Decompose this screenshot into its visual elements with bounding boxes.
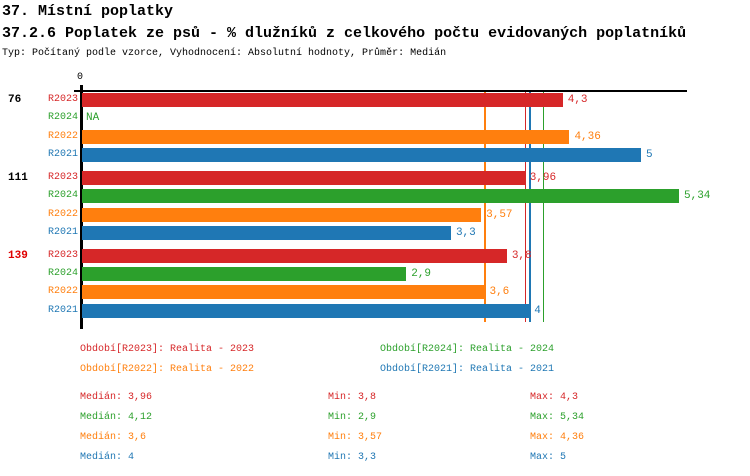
- stat-max-r2022: Max: 4,36: [530, 432, 585, 443]
- series-label-r2024: R2024: [47, 190, 78, 202]
- bar-76-r2023: [82, 93, 563, 107]
- legend-item-r2023: Období[R2023]: Realita - 2023: [80, 344, 255, 355]
- stat-median-r2023: Medián: 3,96: [80, 392, 153, 403]
- group-label-76: 76: [8, 94, 22, 106]
- stat-min-r2024: Min: 2,9: [328, 412, 377, 423]
- bar-111-r2021: [82, 225, 451, 240]
- median-line-r2021: [529, 92, 531, 322]
- bar-value-label: 4,3: [567, 94, 588, 106]
- bar-value-label: 3,6: [489, 286, 510, 299]
- stat-min-r2022: Min: 3,57: [328, 432, 383, 443]
- median-line-r2024: [542, 92, 545, 322]
- bar-value-label: 2,9: [411, 268, 432, 281]
- bar-76-r2021: [82, 147, 641, 162]
- series-label-r2022: R2022: [47, 130, 78, 142]
- left-axis-line: [80, 85, 83, 329]
- bar-value-label: 3,8: [511, 249, 532, 262]
- median-line-r2022: [484, 92, 486, 322]
- series-label-r2021: R2021: [47, 226, 78, 238]
- legend-item-r2021: Období[R2021]: Realita - 2021: [380, 364, 555, 375]
- bar-value-label: 5: [646, 148, 653, 161]
- bar-value-label: 4: [534, 304, 541, 317]
- bar-value-na-label: NA: [86, 112, 100, 125]
- bar-139-r2021: [82, 303, 530, 318]
- series-label-r2024: R2024: [47, 112, 78, 124]
- axis-origin-tick-label: 0: [76, 72, 83, 83]
- series-label-r2024: R2024: [47, 268, 78, 280]
- bar-value-label: 3,3: [455, 226, 476, 239]
- page-title: 37. Místní poplatky: [2, 3, 174, 20]
- bar-111-r2024: [82, 189, 679, 204]
- series-label-r2022: R2022: [47, 208, 78, 220]
- stat-median-r2022: Medián: 3,6: [80, 432, 147, 443]
- bar-value-label: 3,96: [529, 171, 557, 184]
- bar-139-r2022: [82, 285, 485, 300]
- bar-111-r2022: [82, 207, 482, 222]
- top-axis-line: [74, 90, 687, 92]
- group-label-111: 111: [8, 171, 28, 184]
- stat-median-r2024: Medián: 4,12: [80, 412, 153, 423]
- stat-max-r2021: Max: 5: [530, 452, 567, 463]
- series-label-r2021: R2021: [47, 148, 78, 160]
- stat-max-r2023: Max: 4,3: [530, 392, 579, 403]
- stat-max-r2024: Max: 5,34: [530, 412, 585, 423]
- bar-value-label: 3,57: [486, 208, 513, 221]
- group-label-139: 139: [8, 249, 28, 262]
- legend-item-r2022: Období[R2022]: Realita - 2022: [80, 364, 255, 375]
- legend-item-r2024: Období[R2024]: Realita - 2024: [380, 344, 555, 355]
- bar-111-r2023: [82, 170, 525, 185]
- stat-median-r2021: Medián: 4: [80, 452, 135, 463]
- bar-value-label: 4,36: [574, 130, 601, 143]
- bar-value-label: 5,34: [684, 190, 711, 203]
- chart-meta-info: Typ: Počítaný podle vzorce, Vyhodnocení:…: [2, 48, 447, 59]
- bar-139-r2024: [82, 267, 407, 282]
- series-label-r2023: R2023: [47, 94, 78, 105]
- median-line-r2023: [524, 92, 527, 322]
- chart-subtitle: 37.2.6 Poplatek ze psů - % dlužníků z ce…: [2, 25, 687, 42]
- series-label-r2023: R2023: [47, 171, 78, 183]
- series-label-r2023: R2023: [47, 249, 78, 261]
- stat-min-r2021: Min: 3,3: [328, 452, 377, 463]
- series-label-r2022: R2022: [47, 286, 78, 298]
- bar-76-r2022: [82, 129, 570, 144]
- stat-min-r2023: Min: 3,8: [328, 392, 377, 403]
- bar-139-r2023: [82, 248, 507, 263]
- series-label-r2021: R2021: [47, 304, 78, 316]
